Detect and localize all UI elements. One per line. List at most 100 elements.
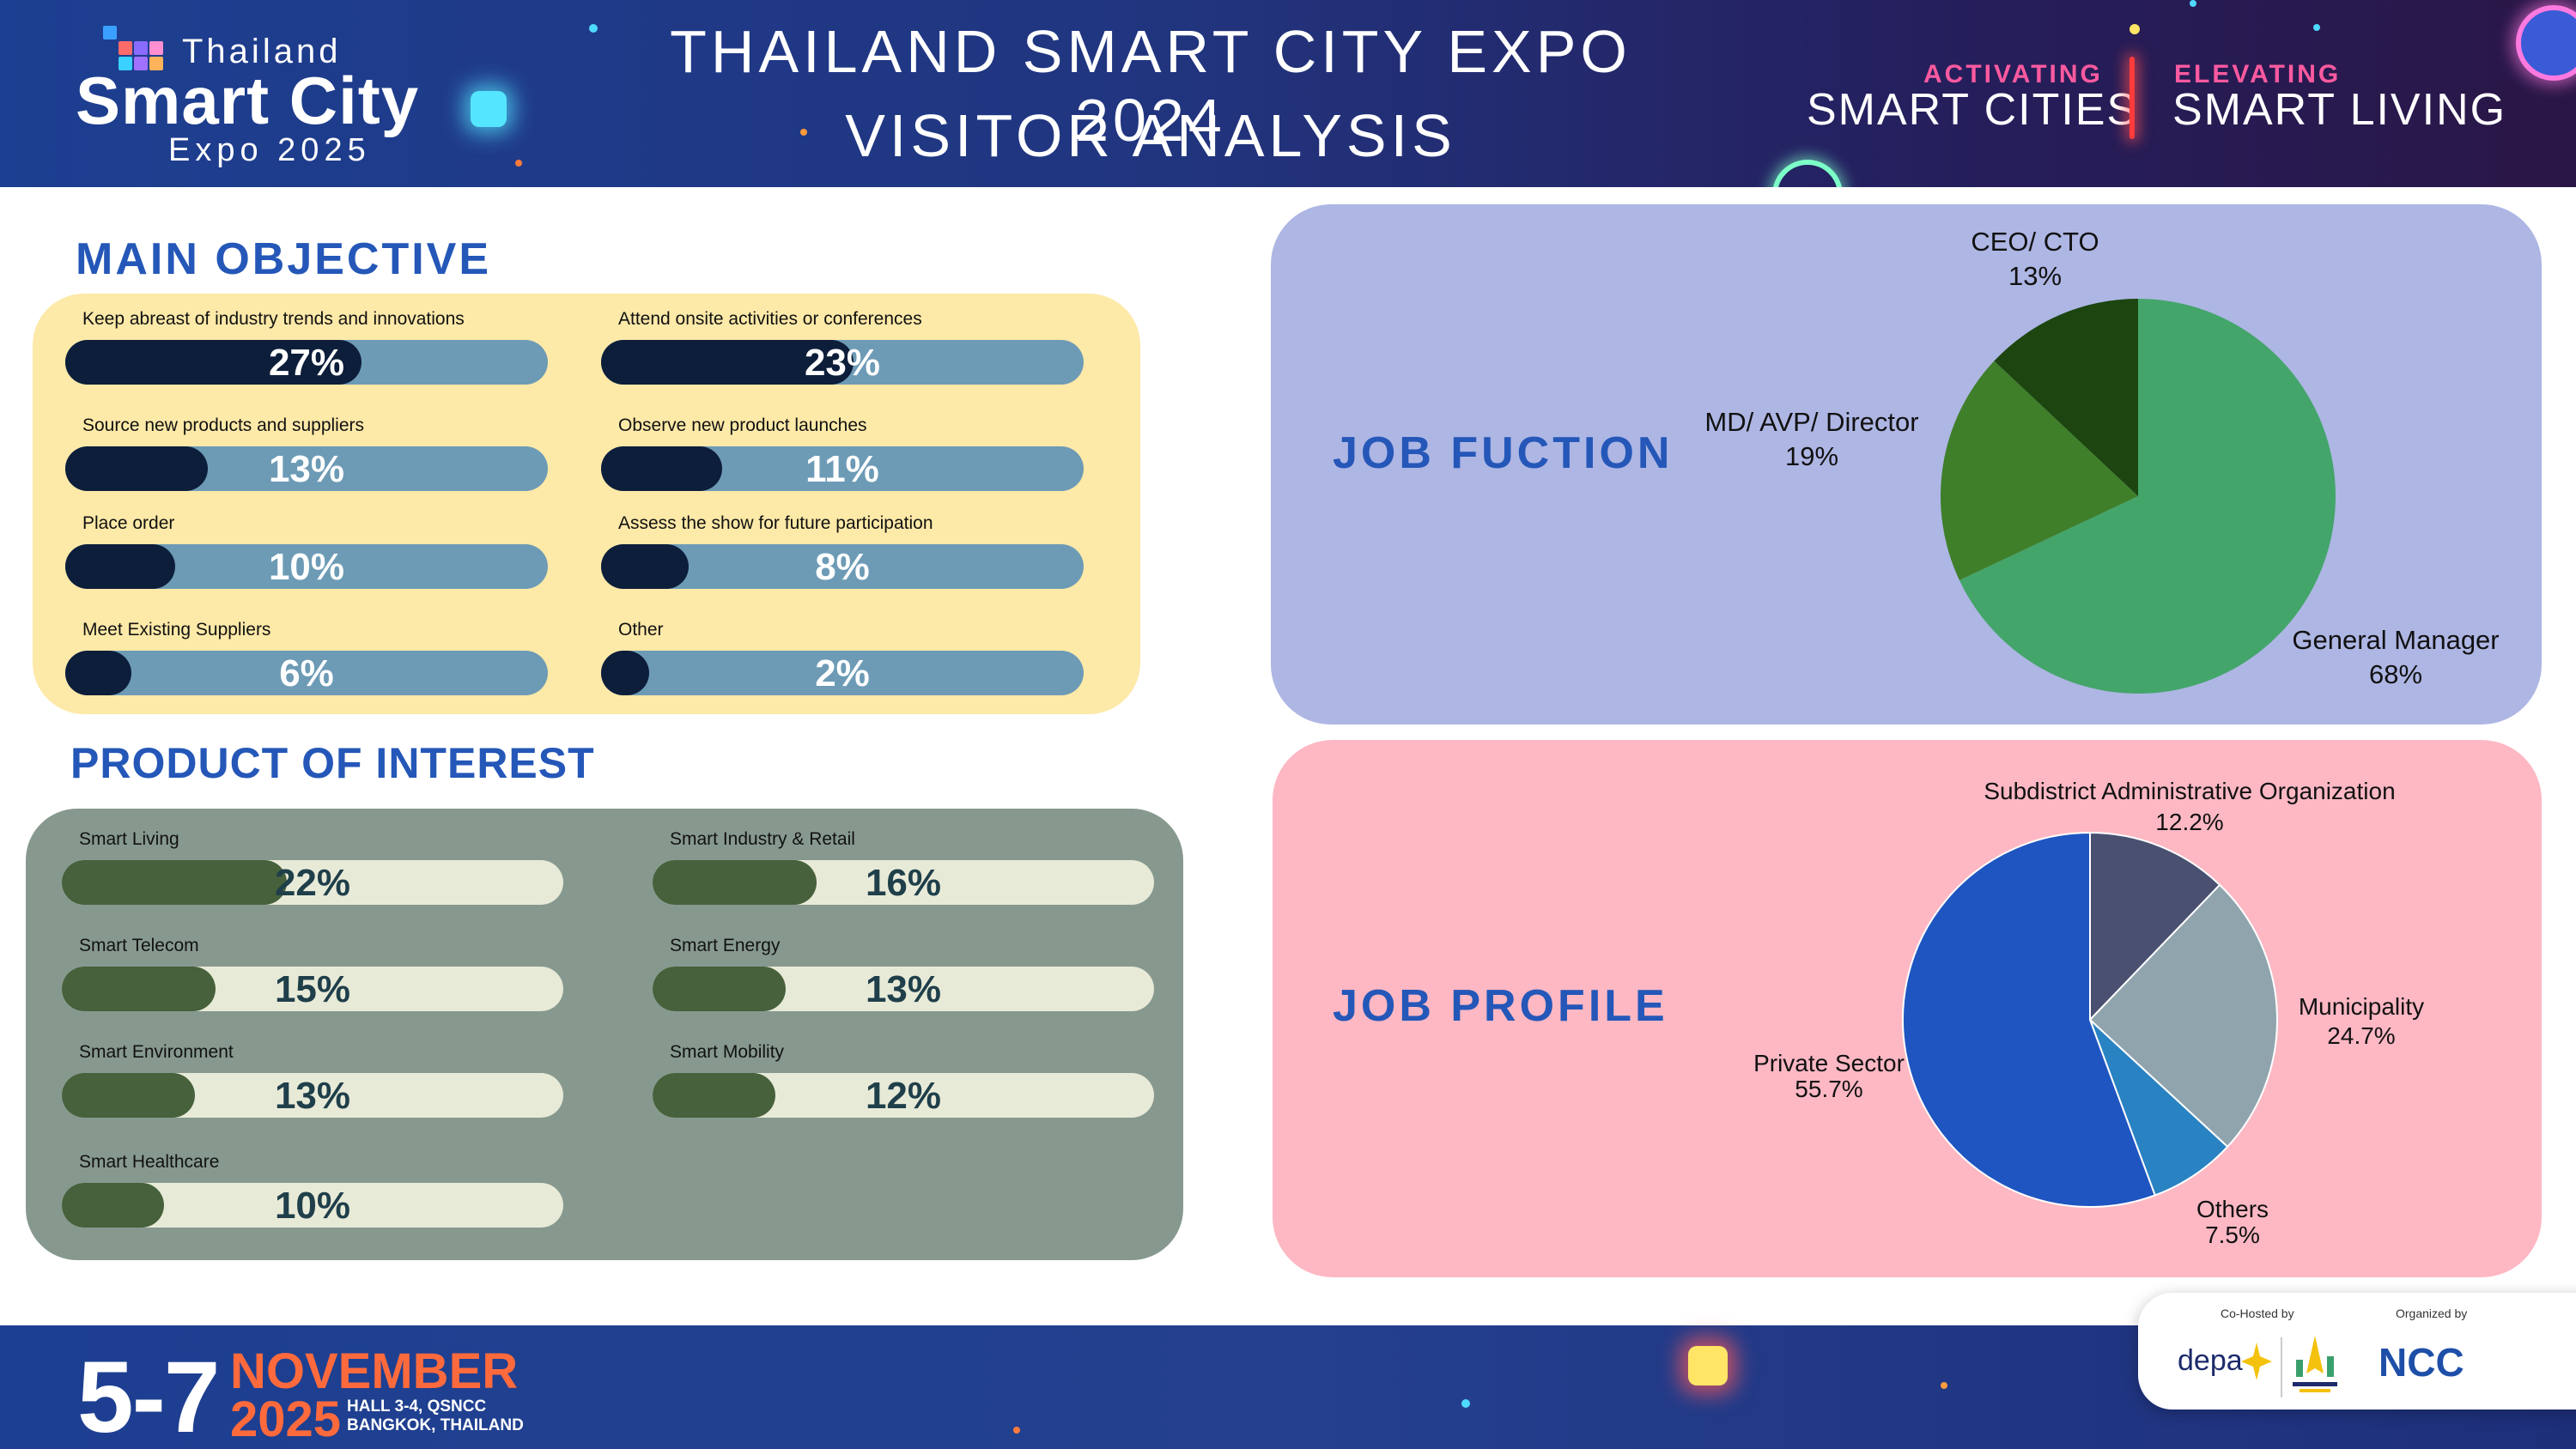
event-venue: HALL 3-4, QSNCC BANGKOK, THAILAND (347, 1397, 524, 1434)
tagline-activating: ACTIVATING (1923, 60, 2103, 88)
bar-label: Keep abreast of industry trends and inno… (82, 309, 465, 329)
bar-label: Source new products and suppliers (82, 415, 365, 435)
home-icon (2516, 5, 2576, 81)
sparkle-dot (2190, 0, 2196, 7)
glow-square-icon (1688, 1346, 1728, 1385)
job-function-pie (1940, 299, 2336, 694)
glow-ring-icon (1772, 160, 1843, 187)
bar-value: 16% (865, 862, 942, 904)
job-profile-label-subdistrict: Subdistrict Administrative Organization 1… (1984, 778, 2396, 835)
job-profile-pie (1901, 831, 2278, 1208)
bar-label: Smart Telecom (79, 936, 199, 955)
bar-label: Smart Healthcare (79, 1152, 220, 1172)
sparkle-dot (800, 129, 807, 136)
product-of-interest-title: PRODUCT OF INTEREST (70, 739, 595, 787)
bar-fill (62, 860, 288, 905)
main-objective-title: MAIN OBJECTIVE (76, 234, 492, 284)
bar-value: 15% (274, 968, 351, 1010)
bar-track: 10% (65, 544, 548, 589)
page-title: THAILAND SMART CITY EXPO 2024 (670, 18, 1631, 154)
bar-value: 10% (268, 546, 345, 588)
event-year: 2025 (230, 1391, 342, 1447)
bar-track: 13% (653, 967, 1154, 1011)
bar-fill (653, 860, 817, 905)
sparkle-dot (1013, 1427, 1020, 1434)
bar-label: Assess the show for future participation (618, 513, 933, 533)
event-dates: 5-7 (77, 1341, 221, 1449)
bar-value: 8% (815, 546, 870, 588)
bar-label: Smart Energy (670, 936, 781, 955)
logo-thailand: Thailand (182, 33, 342, 70)
bar-fill (65, 651, 131, 695)
bar-value: 12% (865, 1075, 942, 1117)
depa-star-icon (2241, 1343, 2272, 1380)
bar-label: Other (618, 620, 664, 640)
bar-fill (601, 651, 649, 695)
bar-value: 22% (274, 862, 351, 904)
bar-label: Smart Environment (79, 1042, 234, 1062)
event-month: NOVEMBER (230, 1343, 519, 1399)
job-function-title: JOB FUCTION (1333, 428, 1674, 478)
job-profile-label-municipality: Municipality 24.7% (2298, 993, 2425, 1049)
logo-grid-icon (103, 26, 163, 74)
bar-track: 16% (653, 860, 1154, 905)
smart-city-thailand-logo (2293, 1336, 2337, 1392)
bar-value: 13% (274, 1075, 351, 1117)
bar-fill (601, 446, 722, 491)
cohosted-label: Co-Hosted by (2221, 1307, 2294, 1320)
bar-track: 15% (62, 967, 563, 1011)
bar-fill (65, 340, 361, 385)
bar-label: Smart Living (79, 829, 179, 849)
pie-slice-md-avp-director (1940, 361, 2138, 580)
header-banner: Thailand Smart City Expo 2025 THAILAND S… (0, 0, 2576, 187)
job-profile-label-others: Others 7.5% (2196, 1196, 2269, 1248)
pie-slice-municipality (2088, 883, 2278, 1149)
logo-expo-year: Expo 2025 (168, 132, 371, 168)
bar-label: Meet Existing Suppliers (82, 620, 271, 640)
job-profile-title: JOB PROFILE (1333, 981, 1668, 1031)
pie-slice-others (2089, 1019, 2229, 1197)
smart-city-logo: Thailand Smart City Expo 2025 (70, 21, 448, 168)
bar-value: 13% (865, 968, 942, 1010)
bar-track: 13% (65, 446, 548, 491)
bar-track: 22% (62, 860, 563, 905)
bar-value: 13% (268, 448, 345, 490)
glow-square-icon (471, 91, 507, 127)
bar-label: Smart Industry & Retail (670, 829, 855, 849)
tagline-smart-living: SMART LIVING (2172, 85, 2507, 135)
bar-fill (601, 340, 854, 385)
bar-track: 13% (62, 1073, 563, 1118)
pie-slice-ceo-cto (1994, 299, 2138, 496)
depa-logo: depa (2178, 1344, 2243, 1377)
bar-value: 2% (815, 652, 870, 694)
bar-track: 10% (62, 1183, 563, 1228)
sparkle-dot (2129, 24, 2140, 34)
job-function-label-director: MD/ AVP/ Director 19% (1704, 407, 1919, 471)
bar-fill (65, 446, 209, 491)
bar-fill (62, 1073, 195, 1118)
bar-value: 6% (279, 652, 334, 694)
tagline-smart-cities: SMART CITIES (1807, 85, 2139, 135)
bar-label: Attend onsite activities or conferences (618, 309, 922, 329)
bar-track: 12% (653, 1073, 1154, 1118)
sparkle-dot (515, 160, 522, 167)
bar-label: Observe new product launches (618, 415, 867, 435)
bar-fill (65, 544, 175, 589)
bar-track: 2% (601, 651, 1084, 695)
tagline-divider (2129, 57, 2135, 139)
tagline-elevating: ELEVATING (2174, 60, 2342, 88)
bar-track: 6% (65, 651, 548, 695)
ncc-logo: NCC (2379, 1340, 2464, 1385)
bar-fill (653, 1073, 776, 1118)
logo-smart-city: Smart City (76, 63, 420, 138)
pie-slice-general-manager (1959, 299, 2336, 694)
organized-label: Organized by (2396, 1307, 2468, 1320)
sparkle-dot (589, 24, 598, 33)
bar-value: 23% (804, 342, 881, 384)
bar-fill (653, 967, 786, 1011)
bar-track: 23% (601, 340, 1084, 385)
bar-fill (62, 967, 216, 1011)
bar-track: 11% (601, 446, 1084, 491)
pie-slice-private-sector (1901, 831, 2156, 1208)
bar-track: 27% (65, 340, 548, 385)
